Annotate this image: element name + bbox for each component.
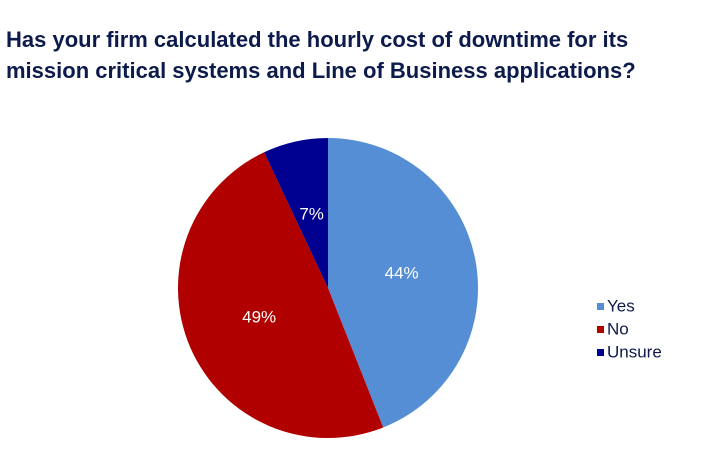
legend-swatch: [597, 349, 604, 356]
data-label: 44%: [385, 263, 419, 282]
data-label: 49%: [242, 307, 276, 326]
pie-slice: [264, 138, 328, 288]
legend-swatch: [597, 303, 604, 310]
legend-label: No: [607, 319, 629, 338]
pie-slice: [178, 152, 384, 438]
data-label: 7%: [299, 204, 324, 223]
chart-title: Has your firm calculated the hourly cost…: [6, 27, 628, 52]
chart-title: mission critical systems and Line of Bus…: [6, 58, 636, 83]
legend-label: Unsure: [607, 342, 662, 361]
pie-slice: [328, 138, 478, 428]
legend-swatch: [597, 326, 604, 333]
legend-label: Yes: [607, 296, 635, 315]
